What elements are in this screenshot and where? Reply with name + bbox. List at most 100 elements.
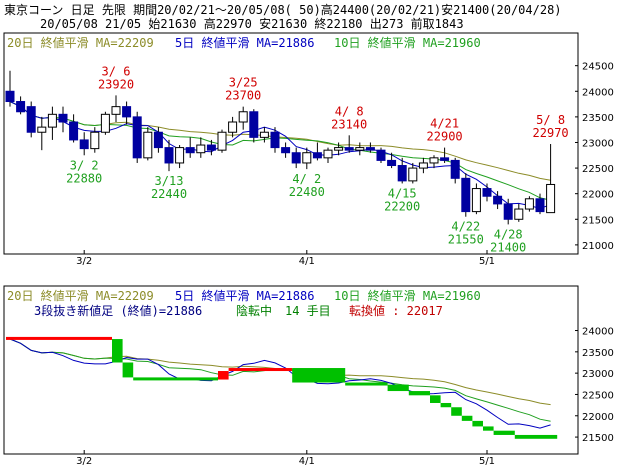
high-annotation-value: 23140	[331, 117, 367, 131]
ma5-line	[9, 101, 551, 210]
candle-body	[323, 149, 333, 159]
legend-ma10: 10日 終値平滑 MA=21960	[334, 35, 481, 50]
low-annotation-value: 22200	[384, 199, 420, 213]
candle-body	[471, 188, 481, 213]
candle-body	[524, 198, 534, 210]
y-tick-label: 22500	[582, 390, 614, 401]
candle-body	[440, 157, 450, 161]
y-tick-label: 22000	[582, 412, 614, 423]
candle-body	[69, 121, 79, 141]
candle-body	[270, 131, 280, 149]
candle-body	[217, 131, 227, 151]
line-break-brick	[472, 420, 483, 427]
line-break-brick	[218, 371, 229, 380]
candle-body	[397, 165, 407, 182]
y-tick-label: 21500	[582, 433, 614, 444]
candle-body	[206, 144, 216, 151]
candle-body	[164, 147, 174, 164]
y-tick-label: 23500	[582, 348, 614, 359]
line-break-caption: 3段抜き新値足 (終値)=21886	[34, 303, 202, 318]
candle-body	[418, 162, 428, 169]
legend-ma5: 5日 終値平滑 MA=21886	[175, 35, 314, 50]
candle-body	[58, 113, 68, 123]
candle-body	[376, 149, 386, 161]
high-annotation-date: 5/ 8	[536, 113, 565, 127]
candle-body	[482, 188, 492, 197]
high-annotation-value: 23700	[225, 89, 261, 103]
candlestick-panel: 20日 終値平滑 MA=22209 5日 終値平滑 MA=21886 10日 終…	[3, 32, 614, 267]
candle-body	[153, 131, 163, 149]
candle-body	[334, 147, 344, 151]
y-tick-label: 24500	[582, 62, 614, 73]
candle-body	[259, 131, 269, 138]
candle-body	[312, 152, 322, 159]
ma10-line	[9, 101, 551, 201]
line-break-brick	[430, 395, 441, 403]
header-title: 東京コーン 日足 先限 期間20/02/21～20/05/08( 50)高244…	[4, 2, 562, 17]
line-break-brick	[133, 377, 218, 381]
line-break-brick	[292, 368, 346, 383]
high-annotation-date: 3/ 6	[102, 64, 131, 78]
candle-body	[16, 101, 26, 113]
candle-body	[143, 131, 153, 159]
candle-body	[111, 106, 121, 115]
y-tick-label: 24000	[582, 327, 614, 338]
candle-body	[249, 111, 259, 138]
candle-body	[90, 131, 100, 150]
x-tick-label: 4/1	[299, 256, 315, 267]
candle-body	[122, 106, 132, 118]
line-break-brick	[345, 382, 388, 386]
line-break-brick	[461, 415, 473, 421]
line-break-brick	[6, 336, 112, 340]
low-annotation-value: 21550	[448, 233, 484, 247]
low-annotation-value: 22480	[289, 185, 325, 199]
line-break-brick	[493, 430, 515, 435]
high-annotation-date: 3/25	[229, 76, 258, 90]
high-annotation-date: 4/ 8	[335, 104, 364, 118]
line-break-brick	[228, 368, 293, 372]
candle-body	[132, 116, 142, 159]
low-annotation-date: 4/15	[388, 186, 417, 200]
candle-body	[546, 183, 556, 214]
line-break-brick	[451, 407, 462, 416]
low-annotation-date: 4/28	[494, 227, 523, 241]
candle-body	[387, 159, 397, 167]
x-tick-label: 3/2	[76, 256, 92, 267]
line-break-brick	[112, 339, 123, 363]
low-annotation-date: 4/ 2	[292, 172, 321, 186]
header-stats: 20/05/08 21/05 始21630 高22970 安21630 終221…	[40, 16, 464, 31]
legend2-ma20: 20日 終値平滑 MA=22209	[7, 288, 154, 303]
x-tick-label: 3/2	[76, 456, 92, 467]
ma5-line	[9, 338, 551, 429]
candle-body	[5, 90, 15, 103]
candle-body	[535, 198, 545, 213]
line-break-state: 陰転中	[236, 303, 272, 318]
candle-body	[365, 147, 375, 151]
candle-body	[461, 177, 471, 213]
low-annotation-date: 3/ 2	[70, 158, 99, 172]
y-tick-label: 21500	[582, 215, 614, 226]
y-tick-label: 24000	[582, 87, 614, 98]
y-tick-label: 22500	[582, 164, 614, 175]
low-annotation-date: 4/22	[451, 220, 480, 234]
candle-body	[175, 147, 185, 164]
line-break-brick	[408, 391, 430, 396]
candle-body	[47, 113, 57, 128]
legend-ma20: 20日 終値平滑 MA=22209	[7, 35, 154, 50]
x-tick-label: 5/1	[479, 256, 495, 267]
candle-body	[514, 208, 524, 220]
low-annotation-value: 22880	[66, 171, 102, 185]
line-break-brick	[440, 402, 452, 408]
low-annotation-value: 22440	[151, 187, 187, 201]
y-tick-label: 23000	[582, 138, 614, 149]
x-tick-label: 4/1	[299, 456, 315, 467]
y-tick-label: 23500	[582, 113, 614, 124]
line-break-brick	[387, 384, 409, 392]
x-tick-label: 5/1	[479, 456, 495, 467]
y-tick-label: 22000	[582, 190, 614, 201]
candle-body	[344, 147, 354, 151]
line-break-reversal: 転換値 : 22017	[349, 303, 443, 318]
candle-body	[408, 167, 418, 182]
candle-body	[281, 147, 291, 154]
